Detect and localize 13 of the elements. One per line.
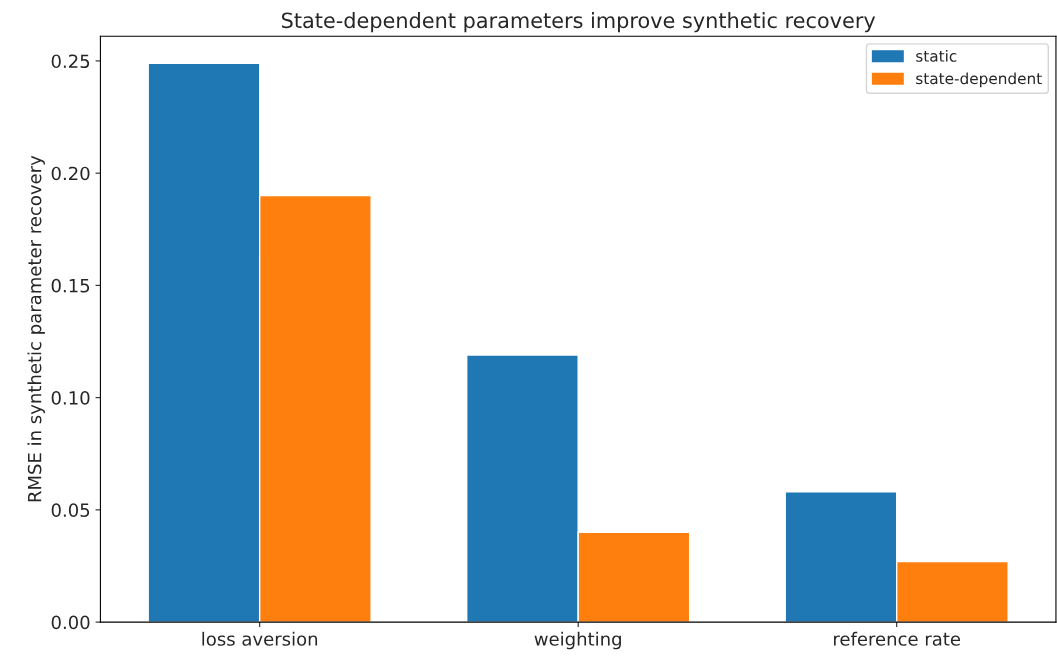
y-axis-title: RMSE in synthetic parameter recovery [27,155,45,502]
y-tick-label: 0.00 [51,615,90,630]
chart-title: State-dependent parameters improve synthetic recovery [281,12,876,33]
legend-label: static [916,50,957,62]
y-tick-label: 0.15 [51,278,90,293]
x-tick-label: loss aversion [202,631,318,646]
y-tick-label: 0.25 [51,54,90,69]
legend-label: state-dependent [916,72,1042,88]
y-tick-label: 0.05 [51,503,90,517]
y-tick-label: 0.20 [51,166,90,181]
y-tick-label: 0.10 [51,391,90,405]
x-tick-label: weighting [534,631,621,650]
x-tick-label: reference rate [834,631,961,646]
